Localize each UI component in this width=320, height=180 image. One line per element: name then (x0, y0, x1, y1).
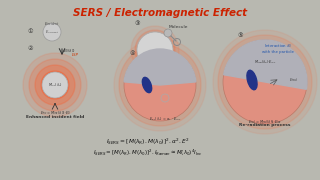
Text: ③: ③ (135, 21, 140, 26)
Circle shape (114, 39, 206, 131)
Circle shape (42, 72, 68, 98)
Circle shape (213, 30, 317, 134)
Circle shape (135, 30, 175, 70)
Text: $E_{loc}$($\lambda_0$) = $\alpha_L$ · $E_{inc}$: $E_{loc}$($\lambda_0$) = $\alpha_L$ · $E… (149, 115, 181, 123)
Circle shape (23, 53, 87, 117)
Text: Re-radiation process: Re-radiation process (239, 123, 291, 127)
Circle shape (124, 49, 196, 121)
Text: Interaction $\lambda_0$
with the particle: Interaction $\lambda_0$ with the particl… (262, 42, 294, 54)
Circle shape (164, 29, 172, 37)
Text: ①: ① (27, 29, 33, 34)
Circle shape (43, 23, 61, 41)
Text: $E_{rad}=M_{rad}$($\lambda_R$)·$E_{loc}$: $E_{rad}=M_{rad}$($\lambda_R$)·$E_{loc}$ (248, 118, 282, 126)
Ellipse shape (247, 70, 257, 90)
Text: ④: ④ (130, 51, 136, 56)
Circle shape (137, 32, 173, 68)
Text: SERS / Electromagnetic Effect: SERS / Electromagnetic Effect (73, 8, 247, 18)
Ellipse shape (142, 77, 152, 93)
Text: $E_{inc}=M_{inc}$($\lambda_0$)·$E_0$: $E_{inc}=M_{inc}$($\lambda_0$)·$E_0$ (40, 109, 70, 117)
Text: $I_{SERS} = [M(\lambda_{R}).M(\lambda_{0})]^{2}.I_{Raman} \approx M(\lambda_{0}): $I_{SERS} = [M(\lambda_{R}).M(\lambda_{0… (93, 148, 203, 158)
Circle shape (131, 26, 179, 74)
Circle shape (35, 65, 75, 105)
Text: $E_{incident}$: $E_{incident}$ (44, 20, 60, 28)
Circle shape (218, 35, 312, 129)
Circle shape (41, 71, 69, 99)
Circle shape (29, 59, 81, 111)
Wedge shape (224, 40, 307, 89)
Text: $M_{inc}$($\lambda_0$): $M_{inc}$($\lambda_0$) (48, 81, 62, 89)
Text: $E_{incident}$: $E_{incident}$ (45, 28, 59, 36)
Text: $M_{rad}$($\lambda_R$)·$E_{loc}$: $M_{rad}$($\lambda_R$)·$E_{loc}$ (254, 58, 276, 66)
Wedge shape (124, 49, 196, 85)
Text: $E_0$($\lambda_0$): $E_0$($\lambda_0$) (63, 47, 76, 55)
Text: ②: ② (27, 46, 33, 51)
Text: LSP: LSP (72, 53, 79, 57)
Text: $E_{rad}$: $E_{rad}$ (289, 76, 298, 84)
Text: ⑤: ⑤ (238, 33, 244, 38)
Circle shape (119, 44, 201, 126)
Circle shape (223, 40, 307, 124)
Text: Enhanced incident field: Enhanced incident field (26, 115, 84, 119)
Text: Molecule: Molecule (168, 25, 188, 29)
Text: $I_{SERS} = [M(\lambda_{R}).M(\lambda_{0})]^{2}.\alpha^{2}.E^{2}$: $I_{SERS} = [M(\lambda_{R}).M(\lambda_{0… (106, 137, 190, 147)
